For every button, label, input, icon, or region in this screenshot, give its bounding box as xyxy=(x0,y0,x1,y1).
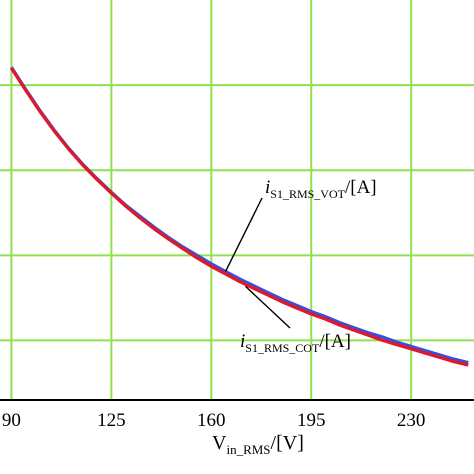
x-tick-label-230: 230 xyxy=(397,410,426,431)
annotation-label-cot: iS1_RMS_COT/[A] xyxy=(240,331,351,355)
x-axis-title: Vin_RMS/[V] xyxy=(212,432,304,457)
annotation-cot-sub: S1_RMS_COT xyxy=(245,341,320,355)
grid xyxy=(0,0,474,400)
annotation-vot-main: i xyxy=(265,177,270,198)
annotation-cot: iS1_RMS_COT/[A] xyxy=(240,285,351,355)
series-line-1 xyxy=(10,67,469,367)
x-axis-title-tail: /[V] xyxy=(271,432,304,454)
plot-background xyxy=(0,0,474,400)
x-tick-label-160: 160 xyxy=(197,410,226,431)
annotation-vot-tail: /[A] xyxy=(345,177,377,198)
annotation-cot-tail: /[A] xyxy=(319,331,351,352)
x-tick-label-125: 125 xyxy=(97,410,126,431)
annotation-vot: iS1_RMS_VOT/[A] xyxy=(224,177,377,272)
annotation-vot-sub: S1_RMS_VOT xyxy=(270,187,345,201)
x-tick-label-90: 90 xyxy=(2,410,21,431)
annotation-cot-main: i xyxy=(240,331,245,352)
annotation-pointer-vot xyxy=(224,197,263,272)
x-tick-labels: 90 125 160 195 230 xyxy=(2,410,426,431)
series-group xyxy=(10,66,469,367)
x-axis-title-main: V xyxy=(212,432,227,454)
annotation-pointer-cot xyxy=(245,285,291,329)
annotation-label-vot: iS1_RMS_VOT/[A] xyxy=(265,177,377,201)
x-tick-label-195: 195 xyxy=(297,410,326,431)
x-axis-title-sub: in_RMS xyxy=(226,442,270,457)
